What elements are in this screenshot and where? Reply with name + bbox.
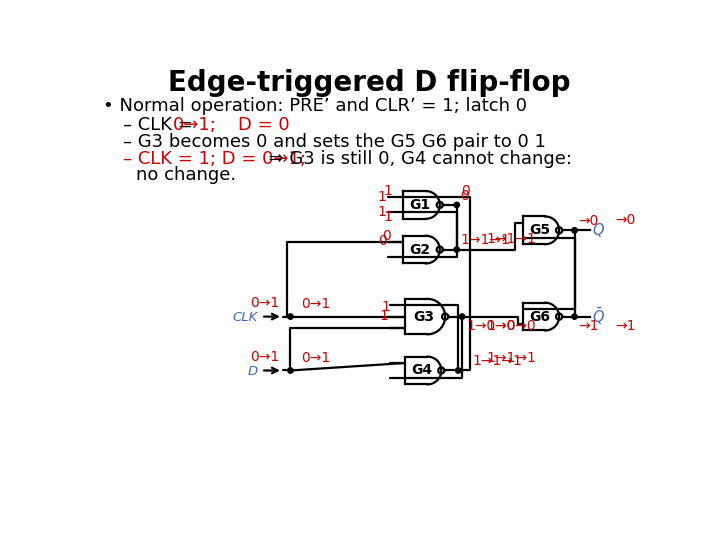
Text: • Normal operation: PRE’ and CLR’ = 1; latch 0: • Normal operation: PRE’ and CLR’ = 1; l… <box>104 97 527 115</box>
Text: G6: G6 <box>529 309 550 323</box>
Circle shape <box>288 368 293 373</box>
Text: →1: →1 <box>578 319 599 333</box>
Text: G5: G5 <box>529 224 550 238</box>
Text: →0: →0 <box>616 213 636 226</box>
Text: – G3 becomes 0 and sets the G5 G6 pair to 0 1: – G3 becomes 0 and sets the G5 G6 pair t… <box>122 132 546 151</box>
Circle shape <box>456 368 461 373</box>
Text: CLK: CLK <box>233 311 258 324</box>
Text: 0→1: 0→1 <box>301 351 330 365</box>
Text: →1: →1 <box>616 319 636 333</box>
Text: $\bar{Q}$: $\bar{Q}$ <box>593 306 606 327</box>
Text: G2: G2 <box>410 242 431 256</box>
Text: G4: G4 <box>411 363 432 377</box>
Text: 1→1→1: 1→1→1 <box>461 233 510 247</box>
Text: – CLK = 1; D = 0→1;: – CLK = 1; D = 0→1; <box>122 150 305 167</box>
Text: 0: 0 <box>461 188 469 202</box>
Text: 1→1→1: 1→1→1 <box>486 351 536 365</box>
Text: 1: 1 <box>383 184 392 198</box>
Text: →0: →0 <box>578 214 599 228</box>
Text: G3: G3 <box>413 309 434 323</box>
Circle shape <box>572 314 577 319</box>
Text: – CLK =: – CLK = <box>122 116 198 133</box>
Circle shape <box>454 202 459 208</box>
Circle shape <box>454 247 459 252</box>
Text: 1: 1 <box>378 205 387 219</box>
Text: 1: 1 <box>379 309 388 323</box>
Text: 1→1→1: 1→1→1 <box>486 232 536 246</box>
Text: D = 0: D = 0 <box>215 116 289 133</box>
Circle shape <box>459 314 465 319</box>
Text: 0: 0 <box>462 184 470 198</box>
Text: D: D <box>248 364 258 378</box>
Circle shape <box>288 314 293 319</box>
Text: ⇒ G3 is still 0, G4 cannot change:: ⇒ G3 is still 0, G4 cannot change: <box>257 150 572 167</box>
Text: 1→0→0: 1→0→0 <box>466 319 516 333</box>
Text: 0→1: 0→1 <box>250 350 279 365</box>
Circle shape <box>572 228 577 233</box>
Text: 1: 1 <box>383 210 392 224</box>
Text: 0→1: 0→1 <box>301 297 330 311</box>
Text: $Q$: $Q$ <box>593 221 606 239</box>
Text: 1→0→0: 1→0→0 <box>486 319 536 333</box>
Text: 1: 1 <box>382 300 390 314</box>
Text: 0: 0 <box>382 230 390 244</box>
Text: G1: G1 <box>410 198 431 212</box>
Text: 1: 1 <box>378 190 387 204</box>
Text: no change.: no change. <box>135 166 236 185</box>
Text: 0→1;: 0→1; <box>173 116 217 133</box>
Text: 0→1: 0→1 <box>250 296 279 310</box>
Text: Edge-triggered D flip-flop: Edge-triggered D flip-flop <box>168 69 570 97</box>
Text: 0: 0 <box>378 234 387 248</box>
Text: 1→1→1: 1→1→1 <box>472 354 522 368</box>
